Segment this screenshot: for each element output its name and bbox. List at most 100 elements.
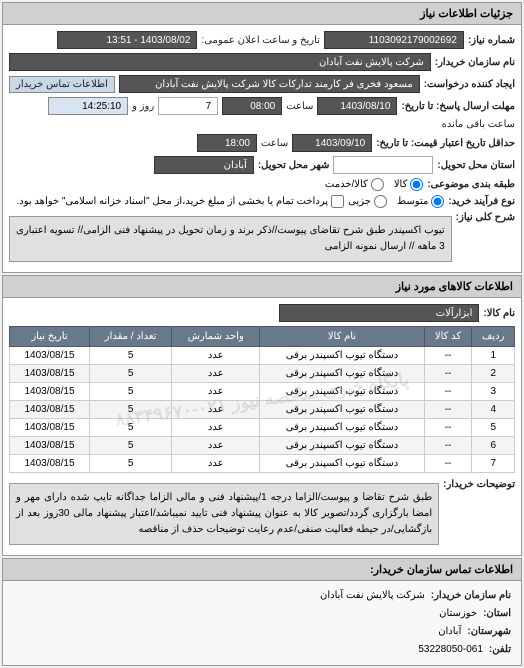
table-cell: 5 bbox=[90, 419, 172, 437]
table-header: کد کالا bbox=[424, 327, 472, 347]
packing-label: طبقه بندی موضوعی: bbox=[427, 179, 515, 190]
goods-table-wrap: ردیفکد کالانام کالاواحد شمارشتعداد / مقد… bbox=[9, 326, 515, 473]
table-row: 4--دستگاه تیوب اکسپندر برقیعدد51403/08/1… bbox=[10, 401, 515, 419]
table-row: 6--دستگاه تیوب اکسپندر برقیعدد51403/08/1… bbox=[10, 437, 515, 455]
public-date-value: 1403/08/02 - 13:51 bbox=[57, 31, 197, 49]
table-cell: 4 bbox=[472, 401, 515, 419]
table-cell: 7 bbox=[472, 455, 515, 473]
table-cell: 1403/08/15 bbox=[10, 401, 90, 419]
remain-label: ساعت باقی مانده bbox=[442, 119, 515, 130]
process-label: نوع فرآیند خرید: bbox=[448, 196, 515, 207]
packing-radio-group: کالا کالا/خدمت bbox=[325, 178, 423, 191]
requester-label: ایجاد کننده درخواست: bbox=[424, 79, 515, 90]
table-cell: عدد bbox=[172, 347, 260, 365]
table-header: ردیف bbox=[472, 327, 515, 347]
table-cell: 5 bbox=[90, 401, 172, 419]
table-row: 5--دستگاه تیوب اکسپندر برقیعدد51403/08/1… bbox=[10, 419, 515, 437]
table-cell: 5 bbox=[90, 455, 172, 473]
table-row: 1--دستگاه تیوب اکسپندر برقیعدد51403/08/1… bbox=[10, 347, 515, 365]
process-radio-1[interactable]: متوسط bbox=[397, 195, 444, 208]
table-header: نام کالا bbox=[260, 327, 424, 347]
goods-panel-body: نام کالا: ابزارآلات ردیفکد کالانام کالاو… bbox=[3, 298, 521, 555]
need-no-label: شماره نیاز: bbox=[468, 35, 515, 46]
table-cell: 1403/08/15 bbox=[10, 455, 90, 473]
table-cell: 5 bbox=[90, 347, 172, 365]
days-remain: 7 bbox=[158, 97, 218, 115]
table-cell: دستگاه تیوب اکسپندر برقی bbox=[260, 437, 424, 455]
table-cell: -- bbox=[424, 365, 472, 383]
validity-label: حداقل تاریخ اعتبار قیمت: تا تاریخ: bbox=[376, 138, 515, 149]
need-no-value: 1103092179002692 bbox=[324, 31, 464, 49]
public-date-label: تاریخ و ساعت اعلان عمومی: bbox=[201, 35, 320, 46]
province-label: استان: bbox=[483, 605, 511, 623]
table-cell: 1403/08/15 bbox=[10, 383, 90, 401]
goods-panel: اطلاعات کالاهای مورد نیاز نام کالا: ابزا… bbox=[2, 275, 522, 556]
phone-label: تلفن: bbox=[489, 641, 511, 659]
table-row: 2--دستگاه تیوب اکسپندر برقیعدد51403/08/1… bbox=[10, 365, 515, 383]
table-cell: دستگاه تیوب اکسپندر برقی bbox=[260, 401, 424, 419]
process-radio-group: متوسط جزیی bbox=[348, 195, 444, 208]
table-cell: 5 bbox=[90, 383, 172, 401]
packing-radio-1[interactable]: کالا bbox=[394, 178, 424, 191]
table-header: تاریخ نیاز bbox=[10, 327, 90, 347]
general-desc-label: شرح کلی نیاز: bbox=[456, 212, 515, 223]
table-cell: 1403/08/15 bbox=[10, 365, 90, 383]
buyer-info: نام سازمان خریدار:شرکت پالایش نفت آبادان… bbox=[3, 581, 521, 665]
process-radio-2[interactable]: جزیی bbox=[348, 195, 387, 208]
table-cell: دستگاه تیوب اکسپندر برقی bbox=[260, 365, 424, 383]
deadline-time: 08:00 bbox=[222, 97, 282, 115]
province-value: خوزستان bbox=[439, 605, 477, 623]
details-panel-body: شماره نیاز: 1103092179002692 تاریخ و ساع… bbox=[3, 25, 521, 272]
goods-filter-value[interactable]: ابزارآلات bbox=[279, 304, 479, 322]
table-cell: -- bbox=[424, 383, 472, 401]
table-cell: 5 bbox=[90, 365, 172, 383]
table-cell: عدد bbox=[172, 419, 260, 437]
buyer-panel: اطلاعات تماس سازمان خریدار: نام سازمان خ… bbox=[2, 558, 522, 666]
table-row: 3--دستگاه تیوب اکسپندر برقیعدد51403/08/1… bbox=[10, 383, 515, 401]
table-cell: 5 bbox=[90, 437, 172, 455]
deadline-date: 1403/08/10 bbox=[317, 97, 397, 115]
validity-time: 18:00 bbox=[197, 134, 257, 152]
delivery-place-label: استان محل تحویل: bbox=[437, 160, 515, 171]
details-panel-header: جزئیات اطلاعات نیاز bbox=[3, 3, 521, 25]
table-cell: 1403/08/15 bbox=[10, 419, 90, 437]
table-cell: عدد bbox=[172, 401, 260, 419]
table-cell: -- bbox=[424, 419, 472, 437]
packing-radio-2[interactable]: کالا/خدمت bbox=[325, 178, 384, 191]
table-cell: دستگاه تیوب اکسپندر برقی bbox=[260, 419, 424, 437]
table-cell: عدد bbox=[172, 455, 260, 473]
explanations-label: توضیحات خریدار: bbox=[443, 479, 515, 490]
table-cell: -- bbox=[424, 455, 472, 473]
buyer-name-value: شرکت پالایش نفت آبادان bbox=[9, 53, 431, 71]
goods-table: ردیفکد کالانام کالاواحد شمارشتعداد / مقد… bbox=[9, 326, 515, 473]
general-desc-value: تیوب اکسپندر طبق شرح تقاضای پیوست//ذکر ب… bbox=[9, 216, 452, 262]
table-cell: دستگاه تیوب اکسپندر برقی bbox=[260, 347, 424, 365]
buyer-name-label: نام سازمان خریدار: bbox=[435, 57, 515, 68]
time-remain: 14:25:10 bbox=[48, 97, 128, 115]
deadline-label: مهلت ارسال پاسخ: تا تاریخ: bbox=[401, 101, 515, 112]
details-panel: جزئیات اطلاعات نیاز شماره نیاز: 11030921… bbox=[2, 2, 522, 273]
table-header: واحد شمارش bbox=[172, 327, 260, 347]
treasury-checkbox[interactable]: پرداخت تمام یا بخشی از مبلغ خرید،از محل … bbox=[16, 195, 344, 208]
day-label: روز و bbox=[132, 101, 154, 112]
table-cell: عدد bbox=[172, 365, 260, 383]
table-cell: -- bbox=[424, 401, 472, 419]
buyer-contact-link[interactable]: اطلاعات تماس خریدار bbox=[9, 76, 115, 93]
goods-name-label: نام کالا: bbox=[483, 308, 515, 319]
city-label: شهرستان: bbox=[467, 623, 511, 641]
explanations-value: طبق شرح تقاضا و پیوست/الزاما درجه 1/پیشن… bbox=[9, 483, 439, 545]
hour-label-2: ساعت bbox=[261, 138, 288, 149]
table-cell: 6 bbox=[472, 437, 515, 455]
table-cell: 1 bbox=[472, 347, 515, 365]
validity-date: 1403/09/10 bbox=[292, 134, 372, 152]
requester-value: مسعود فخری فر کارمند تدارکات کالا شرکت پ… bbox=[119, 75, 420, 93]
delivery-place-value bbox=[333, 156, 433, 174]
table-cell: عدد bbox=[172, 383, 260, 401]
table-cell: 1403/08/15 bbox=[10, 347, 90, 365]
table-cell: دستگاه تیوب اکسپندر برقی bbox=[260, 383, 424, 401]
city-value: آبادان bbox=[438, 623, 461, 641]
table-row: 7--دستگاه تیوب اکسپندر برقیعدد51403/08/1… bbox=[10, 455, 515, 473]
table-cell: 2 bbox=[472, 365, 515, 383]
table-header: تعداد / مقدار bbox=[90, 327, 172, 347]
delivery-city-value: آبادان bbox=[154, 156, 254, 174]
